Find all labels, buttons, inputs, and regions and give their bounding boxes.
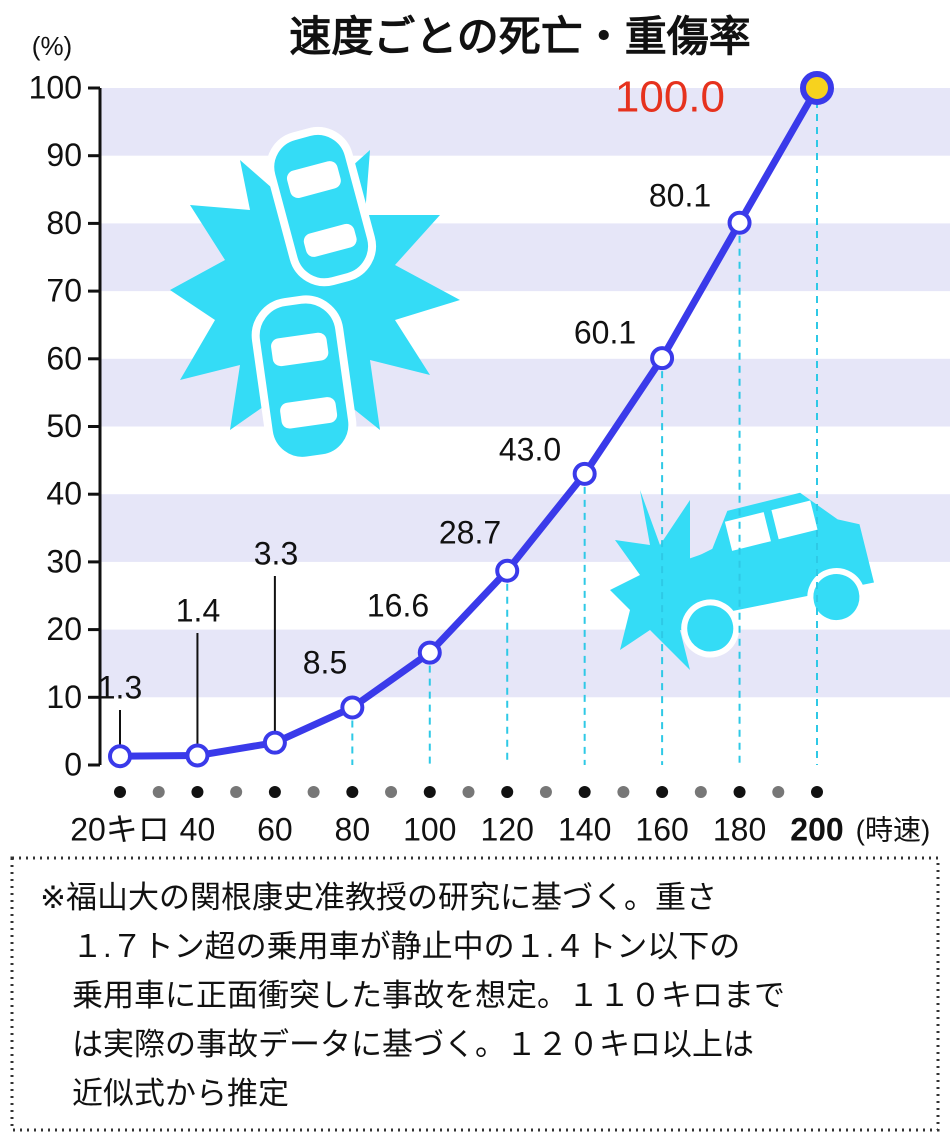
note-line: ※福山大の関根康史准教授の研究に基づく。重さ: [40, 880, 717, 915]
x-tick-label: 80: [335, 811, 371, 847]
x-tick-label: 100: [403, 811, 456, 847]
minor-dot: [230, 786, 243, 798]
note-line: １.７トン超の乗用車が静止中の１.４トン以下の: [72, 929, 740, 964]
crash-icon: [170, 126, 460, 465]
minor-dot: [617, 786, 630, 798]
point: [417, 640, 442, 665]
chart-title: 速度ごとの死亡・重傷率: [289, 13, 751, 60]
band: [100, 358, 950, 427]
x-tick: [656, 786, 669, 798]
x-tick: [578, 786, 591, 798]
y-tick-label: 40: [46, 476, 82, 512]
y-tick-label: 60: [46, 340, 82, 376]
y-tick-label: 10: [46, 679, 82, 715]
minor-dot: [307, 786, 320, 798]
x-tick-label: 160: [635, 811, 688, 847]
note-line: は実際の事故データに基づく。１２０キロ以上は: [72, 1027, 754, 1062]
point: [800, 71, 834, 105]
x-tick-label: 140: [558, 811, 611, 847]
minor-dot: [694, 786, 707, 798]
x-tick-label: 60: [257, 811, 293, 847]
data-label: 43.0: [499, 431, 561, 467]
y-tick-label: 90: [46, 137, 82, 173]
point: [650, 346, 675, 371]
data-label: 100.0: [615, 73, 725, 122]
point: [340, 695, 365, 720]
car-icon: [610, 490, 874, 670]
x-tick-label: 20キロ: [70, 811, 170, 847]
x-tick: [346, 786, 359, 798]
x-tick-label: 40: [180, 811, 216, 847]
y-tick-label: 0: [64, 746, 82, 782]
x-tick: [114, 786, 126, 798]
x-tick: [501, 786, 514, 798]
minor-dot: [152, 786, 165, 798]
x-axis-label: (時速): [856, 814, 931, 845]
data-label: 3.3: [254, 535, 298, 571]
data-label: 16.6: [367, 587, 429, 623]
x-tick-label: 120: [481, 811, 534, 847]
minor-dot: [385, 786, 398, 798]
data-label: 80.1: [649, 177, 711, 213]
x-tick: [191, 786, 204, 798]
minor-dot: [462, 786, 475, 798]
note-box: [10, 856, 940, 1132]
y-tick-label: 30: [46, 543, 82, 579]
x-tick: [268, 786, 281, 798]
data-label: 1.3: [98, 669, 142, 705]
point: [262, 730, 287, 755]
minor-dot: [539, 786, 552, 798]
x-tick-label: 180: [713, 811, 766, 847]
data-label: 8.5: [303, 644, 347, 680]
x-tick: [733, 786, 746, 798]
x-tick-label: 200: [790, 811, 843, 847]
point: [572, 461, 597, 486]
note-line: 近似式から推定: [72, 1076, 289, 1111]
y-tick-label: 80: [46, 205, 82, 241]
y-tick-label: 70: [46, 273, 82, 309]
minor-dot: [772, 786, 785, 798]
y-tick-label: 50: [46, 408, 82, 444]
y-tick-label: 100: [29, 69, 82, 105]
y-tick-label: 20: [46, 611, 82, 647]
point: [185, 743, 210, 768]
x-tick: [423, 786, 436, 798]
y-axis-label: (%): [32, 31, 72, 61]
band: [100, 629, 950, 698]
line: [119, 86, 821, 760]
note: ※福山大の関根康史准教授の研究に基づく。重さ １.７トン超の乗用車が静止中の１.４…: [40, 880, 785, 1111]
point: [108, 744, 132, 769]
point: [727, 210, 752, 235]
data-label: 28.7: [439, 514, 501, 550]
point: [495, 558, 520, 583]
note-line: 乗用車に正面衝突した事故を想定。１１０キロまで: [72, 978, 785, 1013]
data-label: 1.4: [176, 592, 220, 628]
x-tick: [811, 786, 823, 798]
data-label: 60.1: [574, 314, 636, 350]
